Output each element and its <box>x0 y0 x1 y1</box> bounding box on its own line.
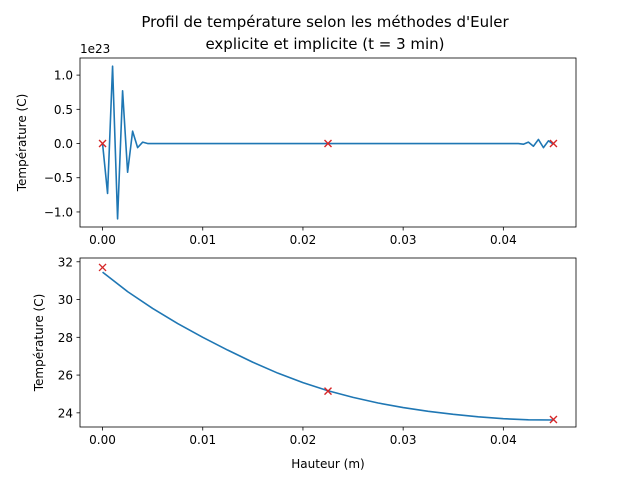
panel-implicit-marker <box>549 415 558 424</box>
panel-implicit-x-tick-label: 0.01 <box>189 433 216 447</box>
panel-explicit-y-tick-label: 0.5 <box>54 103 73 117</box>
panel-implicit-y-axis-label: Température (C) <box>32 294 46 393</box>
panel-explicit-axes-frame <box>79 57 577 228</box>
panel-implicit-axes-frame <box>79 257 577 428</box>
panel-implicit-y-tick-label: 24 <box>58 406 73 420</box>
panel-implicit-marker-stroke-b <box>98 263 107 272</box>
panel-implicit-marker-stroke-b <box>549 415 558 424</box>
panel-explicit-y-axis-label: Température (C) <box>15 94 29 193</box>
panel-implicit-x-tick-label: 0.00 <box>89 433 116 447</box>
panel-explicit-y-tick-label: 0.0 <box>54 137 73 151</box>
panel-explicit: 0.00 0.01 0.02 0.03 0.04 −1.0 −0.5 0.0 0.5 1.0 Tem… <box>15 42 577 247</box>
panel-explicit-marker <box>324 139 332 148</box>
panel-explicit-y-tick-label: −1.0 <box>44 205 73 219</box>
panel-implicit-y-tick-label: 26 <box>58 369 73 383</box>
panel-implicit-marker-stroke-b <box>324 387 332 396</box>
panel-explicit-x-tick-label: 0.03 <box>390 233 417 247</box>
panel-explicit-marker-stroke-b <box>549 139 558 148</box>
panel-implicit-series-line <box>102 271 554 421</box>
panel-explicit-marker-stroke-b <box>324 139 332 148</box>
chart-title-line1: Profil de température selon les méthodes… <box>141 13 509 31</box>
panel-explicit-x-tick-label: 0.00 <box>89 233 116 247</box>
panel-explicit-x-tick-label: 0.01 <box>189 233 216 247</box>
chart-title-line2: explicite et implicite (t = 3 min) <box>205 35 444 53</box>
panel-implicit-x-tick-label: 0.04 <box>490 433 517 447</box>
panel-implicit: 0.00 0.01 0.02 0.03 0.04 24 26 28 30 32 Températur… <box>32 255 577 471</box>
panel-implicit-y-tick-label: 28 <box>58 331 73 345</box>
panel-explicit-series-line <box>101 65 554 220</box>
panel-explicit-marker-stroke-b <box>98 139 107 148</box>
panel-implicit-y-tick-label: 30 <box>58 293 73 307</box>
panel-explicit-marker <box>98 139 107 148</box>
panel-implicit-x-axis-label: Hauteur (m) <box>291 457 364 471</box>
panel-implicit-marker <box>98 263 107 272</box>
panel-explicit-offset-label: 1e23 <box>80 42 110 56</box>
panel-explicit-y-tick-label: −0.5 <box>44 171 73 185</box>
panel-implicit-x-tick-label: 0.03 <box>390 433 417 447</box>
panel-implicit-x-tick-label: 0.02 <box>290 433 317 447</box>
panel-explicit-x-tick-label: 0.02 <box>290 233 317 247</box>
panel-implicit-marker <box>324 387 332 396</box>
panel-explicit-marker <box>549 139 558 148</box>
panel-explicit-y-tick-label: 1.0 <box>54 69 73 83</box>
panel-explicit-x-tick-label: 0.04 <box>490 233 517 247</box>
panel-implicit-y-tick-label: 32 <box>58 255 73 269</box>
